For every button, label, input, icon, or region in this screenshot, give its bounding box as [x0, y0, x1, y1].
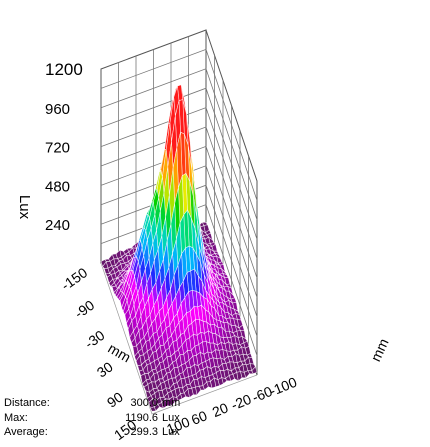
x-axis-label: mm: [105, 340, 133, 366]
info-value: 1190.6: [125, 411, 158, 424]
x-tick-label: -30: [82, 327, 108, 352]
z-tick-label: 720: [45, 140, 70, 157]
y-axis-label: mm: [367, 336, 391, 364]
info-value: 300.0: [130, 397, 158, 409]
floor-edge: [100, 262, 258, 415]
info-label: Max:: [4, 411, 28, 424]
surface-mesh: [100, 83, 258, 412]
y-tick-label: 20: [210, 399, 231, 420]
x-tick-label: 30: [94, 358, 116, 380]
z-tick-label: 240: [45, 217, 70, 234]
info-unit: Lux: [162, 411, 180, 424]
y-tick-label: 60: [189, 407, 210, 428]
z-tick-label: 1200: [45, 60, 83, 79]
info-unit: Lux: [162, 426, 180, 438]
x-tick-label: -150: [58, 264, 90, 293]
z-tick-label: 480: [45, 178, 70, 195]
z-tick-label: 960: [45, 101, 70, 118]
y-tick-label: -60: [250, 383, 275, 405]
info-label: Average:: [4, 426, 48, 438]
info-distance-row: Distance: 300.0 mm: [4, 396, 184, 411]
y-tick-label: -20: [229, 391, 254, 413]
info-max-row: Max: 1190.6 Lux: [4, 411, 184, 426]
info-average-row: Average: 299.3 Lux: [4, 425, 184, 440]
info-value: 299.3: [130, 426, 158, 438]
surface-cell: [150, 406, 157, 412]
z-axis-label: Lux: [16, 195, 33, 220]
info-label: Distance:: [4, 397, 50, 409]
info-panel: Distance: 300.0 mm Max: 1190.6 Lux Avera…: [4, 396, 184, 440]
info-unit: mm: [162, 397, 181, 409]
x-tick-label: -90: [71, 297, 97, 322]
